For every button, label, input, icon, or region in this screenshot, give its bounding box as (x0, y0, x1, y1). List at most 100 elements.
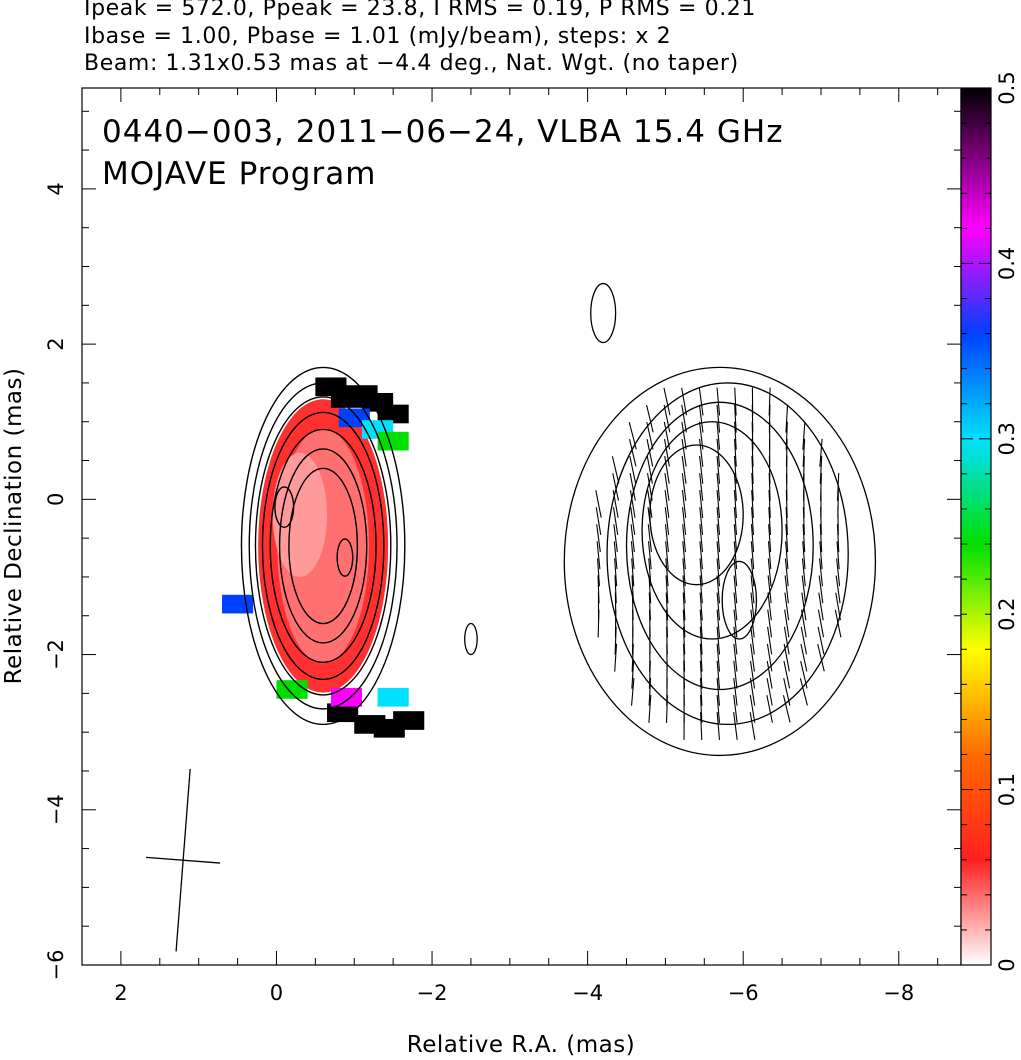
polarization-vector (751, 438, 754, 467)
polarization-vector (750, 643, 755, 672)
polarization-vector (802, 507, 805, 536)
polarization-vector (801, 575, 807, 604)
polarization-vector (802, 524, 806, 553)
polarization-vector (768, 472, 771, 501)
x-tick-label: −4 (572, 981, 603, 1005)
fraction-pixel (276, 680, 308, 699)
polarization-vector (800, 626, 808, 655)
colorbar-tick-label: 0 (995, 958, 1019, 971)
y-tick-label: 2 (44, 337, 68, 350)
polarization-vector (785, 524, 789, 553)
polarization-vector (768, 524, 772, 553)
polarization-vector (614, 626, 617, 655)
fraction-pixel (315, 377, 347, 397)
polarization-vector (631, 643, 634, 672)
polarization-vector (699, 609, 703, 638)
polarization-vector (733, 643, 738, 672)
fraction-pixel (222, 594, 254, 614)
axis-ticks: 2 0 −2 −4 −6 −8 4 2 0 −2 −4 −6 (44, 88, 961, 1005)
polarization-vector (819, 455, 823, 484)
component-contour (649, 444, 744, 586)
component-contour (563, 366, 877, 757)
polarization-vector (751, 507, 755, 536)
polarization-vector (818, 558, 823, 587)
polarization-vector (682, 609, 686, 638)
colorbar-tick-label: 0.3 (995, 422, 1019, 455)
polarization-vector (784, 558, 789, 587)
polarization-vector (767, 592, 772, 621)
polarization-vector (716, 660, 721, 689)
y-axis-label: Relative Declination (mas) (1, 368, 27, 685)
polarization-vector (597, 609, 600, 638)
fraction-pixel (377, 687, 409, 707)
polarization-vector (698, 438, 704, 467)
polarization-vector (749, 660, 756, 689)
polarization-vector (817, 609, 825, 638)
polarization-vector (749, 695, 756, 723)
polarization-vector (663, 438, 670, 467)
polarization-vector (733, 677, 738, 706)
x-axis-label: Relative R.A. (mas) (407, 1032, 635, 1058)
polarization-vector (699, 472, 704, 501)
polarization-vector (784, 575, 789, 604)
polarization-vector (784, 609, 790, 638)
polarization-vector (614, 643, 618, 672)
intensity-contour (254, 396, 392, 696)
polarization-vector (664, 473, 670, 501)
polarization-vector (716, 592, 721, 621)
polarization-vector (716, 472, 721, 501)
peak-contour (336, 538, 354, 577)
fraction-pixel (377, 431, 409, 451)
polarization-vector (836, 558, 841, 587)
polarization-vector (785, 541, 789, 570)
polarization-vector (700, 694, 703, 723)
chart-title: 0440−003, 2011−06−24, VLBA 15.4 GHz (102, 114, 783, 150)
polarization-vector (802, 438, 806, 467)
polarization-vector (802, 421, 806, 450)
polarization-vector (716, 541, 721, 570)
y-tick-label: −6 (44, 950, 68, 981)
polarization-vector (767, 626, 773, 655)
polarization-vector (716, 387, 721, 416)
polarization-vector (818, 575, 824, 604)
fraction-pixel (330, 687, 363, 707)
colorbar (961, 88, 991, 965)
polarization-vector (767, 609, 773, 638)
component-contour (606, 382, 849, 726)
polarization-vector (698, 404, 704, 433)
polarization-vector (681, 438, 687, 467)
polarization-vector (665, 541, 669, 570)
polarization-vector (819, 438, 823, 467)
polarization-vector (681, 455, 687, 484)
polarization-vector (716, 455, 721, 484)
polarization-vector (663, 387, 671, 416)
polarization-vector (630, 507, 636, 535)
fraction-pixel (327, 703, 359, 723)
polarization-vector (664, 490, 670, 518)
polarization-vector (716, 558, 721, 587)
polarization-vector (681, 404, 687, 433)
polarization-vector (768, 507, 771, 536)
intensity-contour (269, 428, 377, 664)
polarization-vector (612, 507, 619, 535)
polarization-vector (629, 490, 636, 518)
polarization-vector (631, 558, 635, 587)
component-contour (721, 560, 758, 640)
x-tick-label: −2 (417, 981, 448, 1005)
polarization-vector (646, 404, 654, 433)
polarization-vector (630, 541, 635, 570)
polarization-vector (716, 609, 721, 638)
polarization-vector (750, 541, 755, 570)
polarization-vector (782, 695, 791, 723)
polarization-vector (596, 541, 601, 570)
polarization-vector (836, 541, 840, 570)
fraction-image-layer (222, 377, 425, 738)
polarization-vector (681, 387, 688, 416)
polarization-vector (699, 490, 704, 518)
fraction-pixel (377, 404, 409, 424)
y-tick-label: 4 (44, 182, 68, 195)
polarization-vector (629, 473, 636, 501)
polarization-vector (699, 558, 703, 587)
polarization-vector (767, 575, 772, 604)
